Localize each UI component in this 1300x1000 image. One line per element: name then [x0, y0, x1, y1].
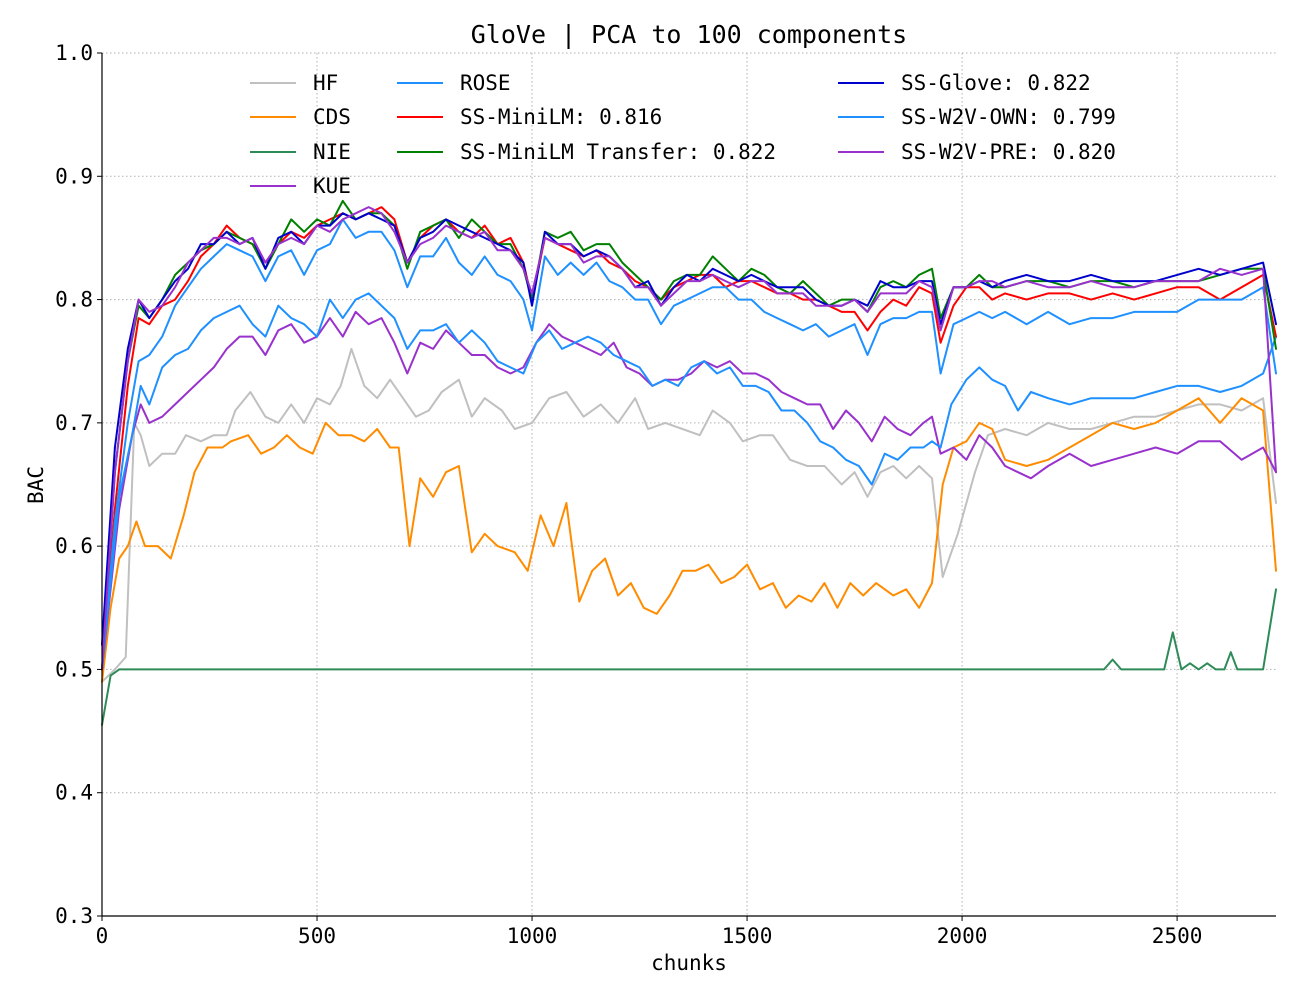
x-tick-label: 2500	[1152, 924, 1203, 948]
y-tick-label: 0.3	[55, 904, 93, 928]
legend-label: HF	[313, 71, 338, 95]
y-axis-label: BAC	[24, 466, 48, 504]
series-line-2	[101, 588, 1277, 726]
x-tick-label: 0	[96, 924, 109, 948]
series-line-1	[101, 397, 1277, 683]
x-tick-label: 1000	[507, 924, 558, 948]
series-line-8	[101, 218, 1277, 671]
y-tick-label: 1.0	[55, 41, 93, 65]
y-tick-label: 0.4	[55, 781, 93, 805]
legend-label: NIE	[313, 140, 351, 164]
series-line-4	[101, 292, 1277, 671]
legend-label: ROSE	[460, 71, 511, 95]
x-axis-label: chunks	[651, 951, 727, 975]
grid	[102, 52, 1276, 916]
x-tick-label: 2000	[937, 924, 988, 948]
y-tick-label: 0.9	[55, 164, 93, 188]
x-tick-label: 500	[298, 924, 336, 948]
y-tick-label: 0.5	[55, 657, 93, 681]
legend-label: SS-MiniLM Transfer: 0.822	[460, 140, 776, 164]
legend-label: KUE	[313, 174, 351, 198]
legend-label: SS-W2V-PRE: 0.820	[901, 140, 1116, 164]
series-line-9	[101, 206, 1277, 671]
legend-label: SS-MiniLM: 0.816	[460, 105, 662, 129]
series-line-6	[101, 199, 1277, 671]
chart-title: GloVe | PCA to 100 components	[471, 20, 908, 49]
x-ticks: 0 500 1000 1500 2000 2500	[96, 916, 1203, 948]
y-tick-label: 0.6	[55, 534, 93, 558]
series-line-3	[101, 310, 1277, 671]
series-line-0	[101, 347, 1277, 683]
legend-label: SS-W2V-OWN: 0.799	[901, 105, 1116, 129]
y-ticks: 0.3 0.4 0.5 0.6 0.7 0.8 0.9 1.0	[55, 41, 102, 928]
series-lines	[101, 199, 1277, 726]
x-tick-label: 1500	[722, 924, 773, 948]
legend: HF CDS NIE KUE ROSE SS-MiniLM: 0.816 SS-MiniLM…	[250, 71, 1116, 198]
y-tick-label: 0.8	[55, 288, 93, 312]
legend-label: CDS	[313, 105, 351, 129]
legend-label: SS-Glove: 0.822	[901, 71, 1091, 95]
axes	[101, 53, 1276, 917]
y-tick-label: 0.7	[55, 411, 93, 435]
